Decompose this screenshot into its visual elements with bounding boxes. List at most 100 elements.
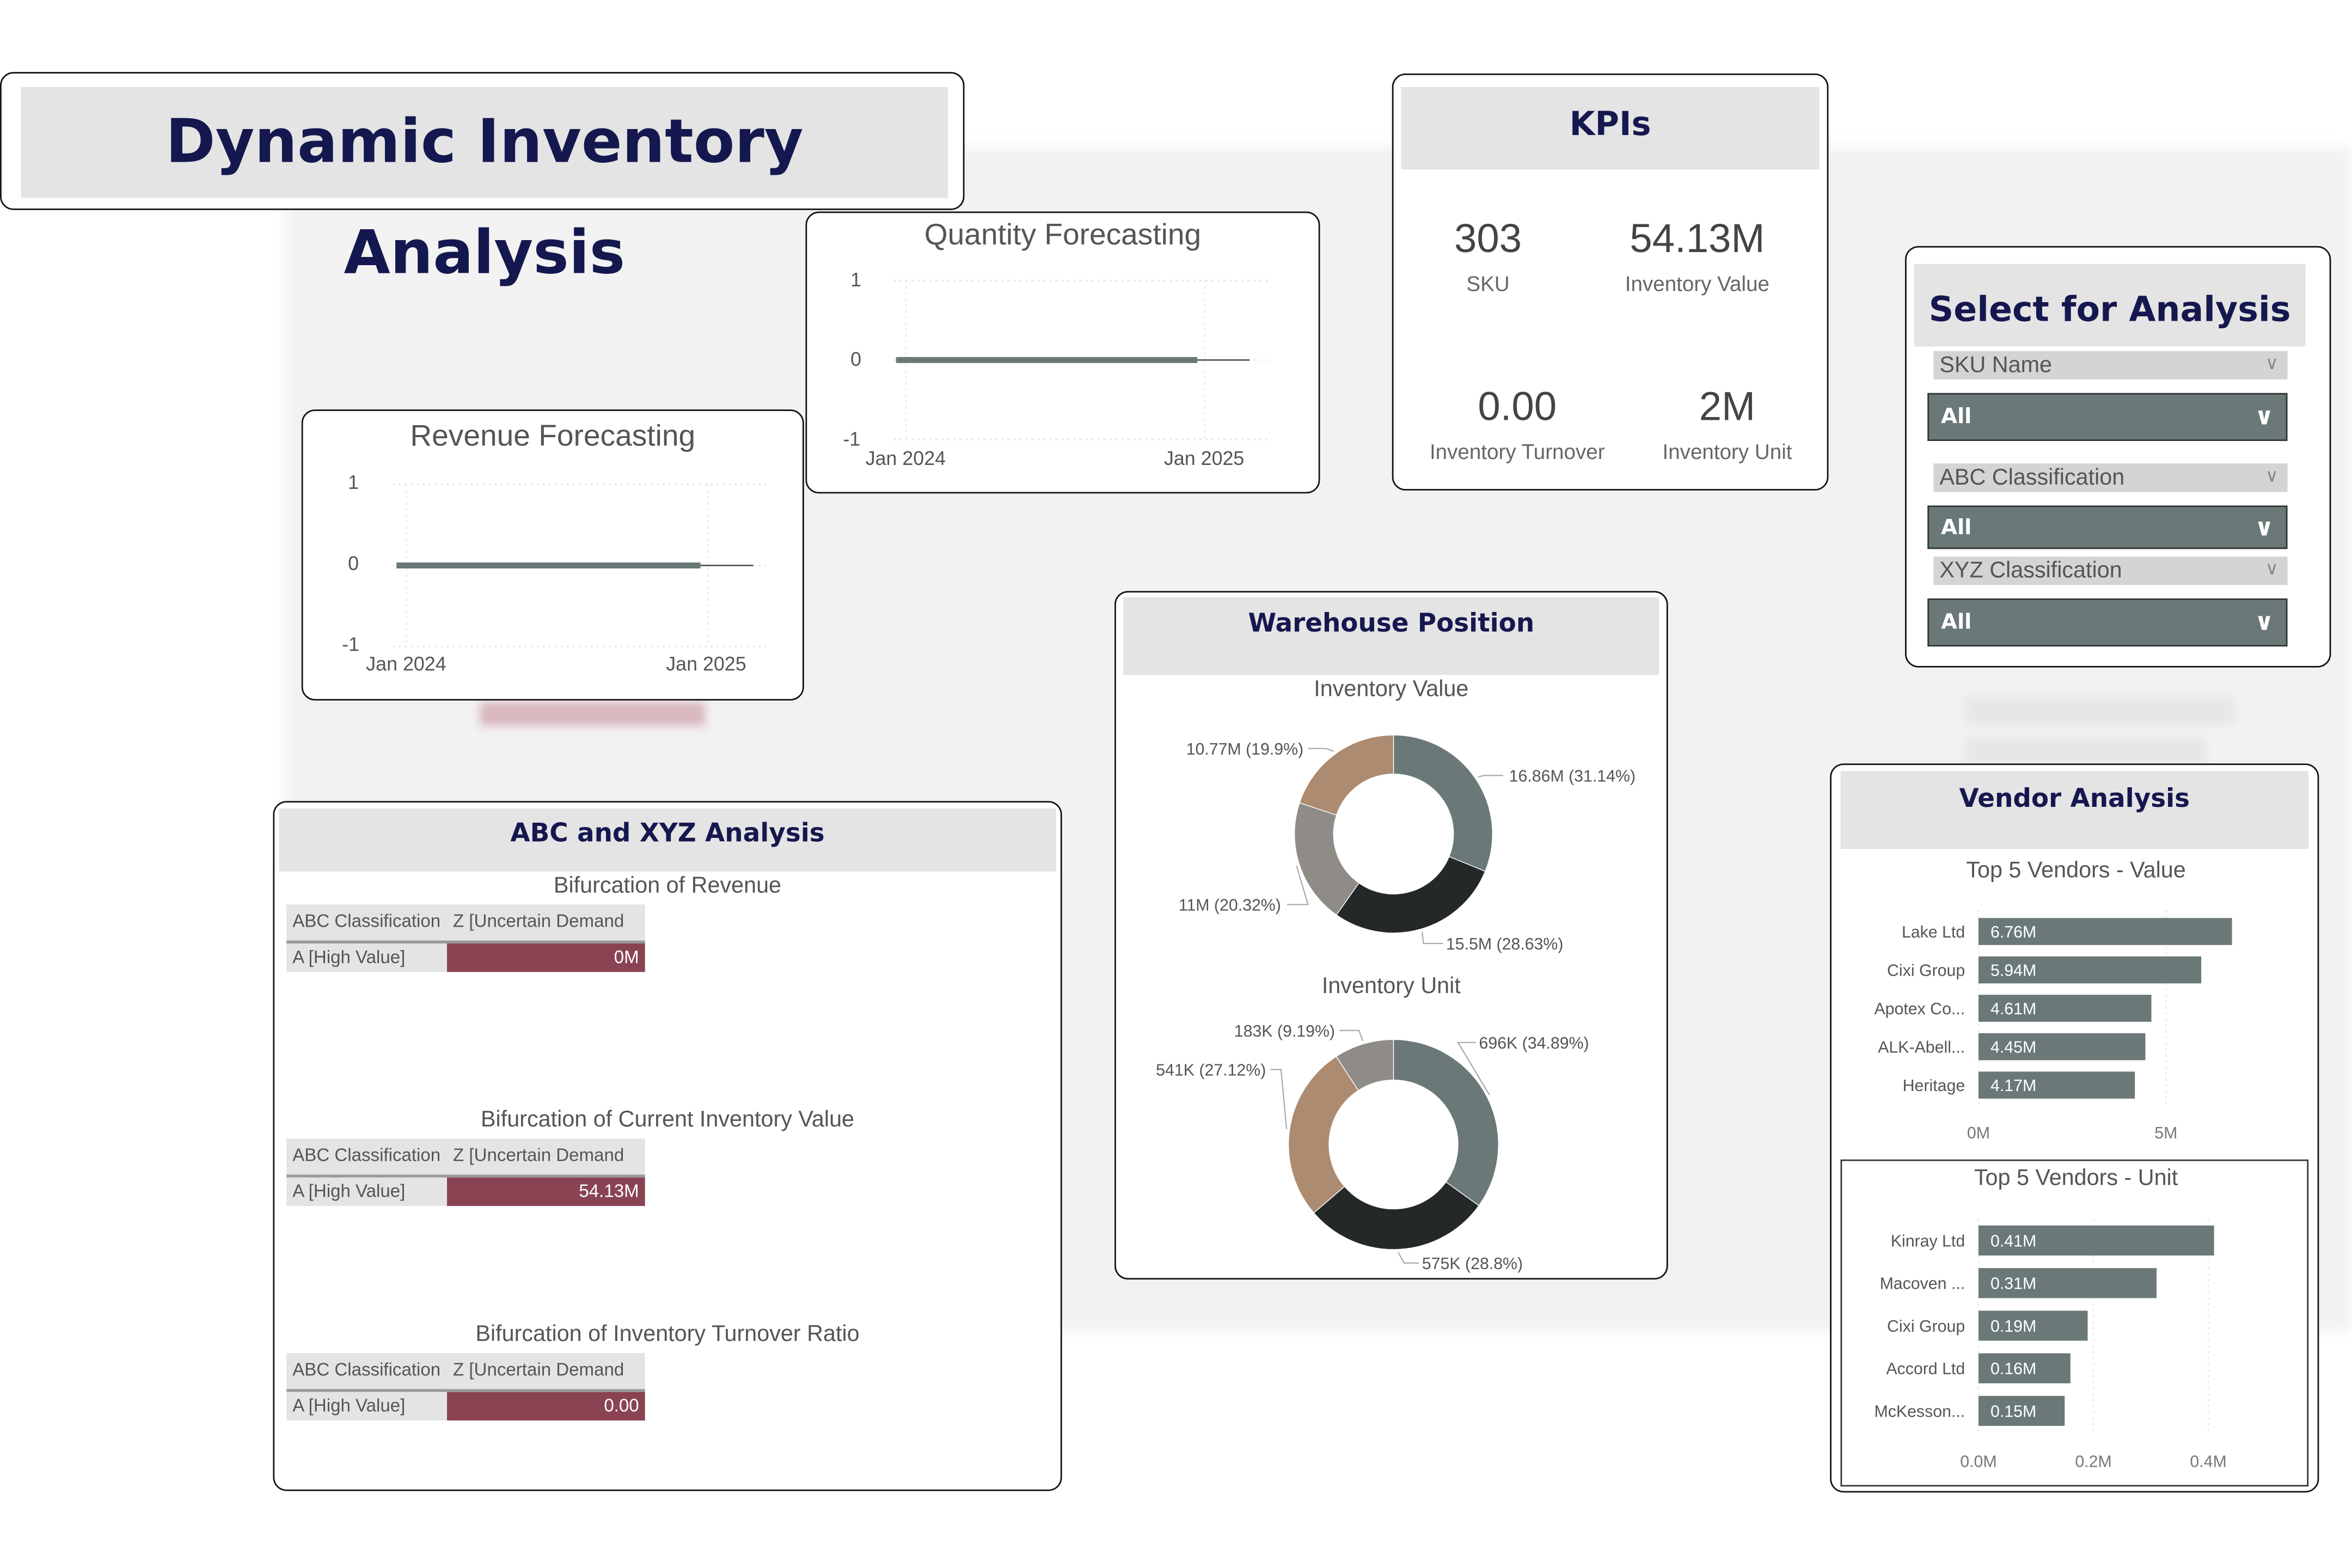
slicer-label: ABC Classification: [1939, 465, 2125, 491]
sku-name-dropdown[interactable]: All ∨: [1927, 393, 2288, 441]
kpi-label: Inventory Turnover: [1429, 439, 1605, 464]
slicer-label: XYZ Classification: [1939, 558, 2122, 584]
y-tick: 0: [348, 552, 359, 575]
bar: [1978, 1071, 2135, 1099]
leader-line: [1478, 775, 1503, 778]
title-card: Dynamic Inventory Analysis: [0, 72, 965, 288]
column-header[interactable]: Z [Uncertain Demand: [447, 1353, 645, 1389]
bar: [1978, 1268, 2157, 1298]
data-label: 11M (20.32%): [1179, 896, 1281, 914]
donut-slice: [1299, 734, 1394, 816]
kpi-label: Inventory Value: [1625, 271, 1769, 296]
select-title: Select for Analysis: [1914, 264, 2306, 347]
bar-label: 4.61M: [1990, 1000, 2036, 1018]
x-tick: 5M: [2154, 1124, 2177, 1142]
x-tick: Jan 2024: [366, 652, 446, 675]
vendor-name: Macoven ...: [1880, 1275, 1965, 1293]
vendor-analysis-card: Vendor Analysis Top 5 Vendors - Value 0M 5…: [1830, 763, 2319, 1493]
x-tick: 0.4M: [2190, 1453, 2226, 1471]
slicer-label: SKU Name: [1939, 352, 2053, 378]
column-header[interactable]: ABC Classification: [286, 1353, 448, 1389]
x-tick: 0.2M: [2075, 1453, 2111, 1471]
kpi-title: KPIs: [1401, 87, 1820, 170]
chart-title: Top 5 Vendors - Unit: [1974, 1165, 2178, 1190]
vendor-name: Accord Ltd: [1886, 1360, 1965, 1378]
leader-line: [1422, 932, 1443, 945]
inventory-value-matrix: ABC Classification Z [Uncertain Demand A …: [286, 1138, 645, 1206]
chart-title: Inventory Value: [1314, 676, 1469, 702]
chart-title: Inventory Unit: [1321, 973, 1461, 999]
data-label: 16.86M (31.14%): [1509, 767, 1636, 785]
kpi-value: 2M: [1699, 384, 1756, 429]
kpi-card: KPIs 303 SKU 54.13M Inventory Value 0.00…: [1392, 73, 1829, 491]
column-header[interactable]: ABC Classification: [286, 1138, 448, 1175]
matrix-cell: 0M: [447, 943, 645, 972]
vendor-bar-charts: Top 5 Vendors - Value 0M 5M Lake Ltd 6.76M Ci…: [1874, 857, 2232, 1471]
warehouse-donut-charts: 16.86M (31.14%) 15.5M (28.63%) 11M (20.32%…: [1156, 734, 1636, 1273]
kpi-value: 303: [1454, 216, 1522, 261]
xyz-classification-slicer-header[interactable]: XYZ Classification ∨: [1933, 556, 2288, 585]
bar: [1978, 956, 2202, 984]
chevron-down-icon: ∨: [2254, 513, 2274, 542]
abc-classification-dropdown[interactable]: All ∨: [1927, 505, 2288, 549]
warehouse-position-card: Warehouse Position Inventory Value Inven…: [1114, 591, 1668, 1280]
kpi-label: SKU: [1466, 271, 1510, 296]
blurred-bar: [1965, 697, 2235, 725]
vendor-name: Cixi Group: [1887, 1318, 1965, 1336]
matrix-cell: 0.00: [447, 1392, 645, 1421]
donut-slice: [1393, 734, 1493, 872]
xyz-classification-dropdown[interactable]: All ∨: [1927, 598, 2288, 647]
donut-slice: [1393, 1039, 1499, 1206]
data-label: 15.5M (28.63%): [1446, 935, 1564, 953]
column-header[interactable]: Z [Uncertain Demand: [447, 1138, 645, 1175]
vendor-name: ALK-Abell...: [1878, 1039, 1965, 1057]
column-header[interactable]: ABC Classification: [286, 904, 448, 941]
revenue-matrix: ABC Classification Z [Uncertain Demand A …: [286, 904, 645, 972]
chevron-down-icon: ∨: [2265, 352, 2278, 374]
row-header: A [High Value]: [286, 943, 448, 972]
x-tick: Jan 2025: [666, 652, 746, 675]
bar: [1978, 1395, 2065, 1426]
vendor-name: Apotex Co...: [1874, 1000, 1965, 1018]
quantity-line-chart: [894, 279, 1272, 440]
bar-label: 0.15M: [1990, 1402, 2036, 1420]
abc-classification-slicer-header[interactable]: ABC Classification ∨: [1933, 463, 2288, 492]
kpi-value: 0.00: [1478, 384, 1557, 429]
blurred-bar: [480, 702, 705, 726]
x-tick: 0M: [1967, 1124, 1990, 1142]
leader-line: [1308, 748, 1334, 752]
sku-name-slicer-header[interactable]: SKU Name ∨: [1933, 351, 2288, 380]
y-tick: -1: [342, 633, 360, 656]
chevron-down-icon: ∨: [2265, 465, 2278, 486]
bar-label: 4.45M: [1990, 1039, 2036, 1057]
donut-slice: [1313, 1181, 1480, 1250]
kpi-inventory-value: 54.13M Inventory Value: [1603, 216, 1791, 296]
kpi-sku: 303 SKU: [1420, 216, 1555, 296]
kpi-value: 54.13M: [1630, 216, 1765, 261]
unit-chart-frame: [1840, 1159, 2309, 1487]
x-tick: Jan 2024: [865, 447, 946, 470]
leader-line: [1398, 1252, 1419, 1264]
leader-line: [1339, 1030, 1364, 1042]
vendor-name: McKesson...: [1874, 1402, 1965, 1420]
table-title: Bifurcation of Revenue: [553, 873, 782, 899]
bar: [1978, 918, 2232, 945]
table-title: Bifurcation of Inventory Turnover Ratio: [475, 1321, 860, 1347]
vendor-name: Lake Ltd: [1902, 923, 1965, 941]
data-label: 183K (9.19%): [1234, 1022, 1335, 1040]
vendor-name: Cixi Group: [1887, 961, 1965, 979]
chevron-down-icon: ∨: [2254, 607, 2274, 636]
bar-label: 0.19M: [1990, 1318, 2036, 1336]
bar: [1978, 1310, 2088, 1341]
y-tick: -1: [843, 427, 861, 450]
donut-slice: [1336, 1039, 1394, 1091]
blurred-bar: [1965, 738, 2205, 765]
turnover-ratio-matrix: ABC Classification Z [Uncertain Demand A …: [286, 1353, 645, 1421]
column-header[interactable]: Z [Uncertain Demand: [447, 904, 645, 941]
y-tick: 0: [850, 348, 862, 371]
leader-line: [1287, 866, 1309, 905]
data-label: 10.77M (19.9%): [1186, 740, 1304, 758]
vendor-name: Heritage: [1903, 1077, 1965, 1095]
vendor-name: Kinray Ltd: [1891, 1232, 1965, 1250]
y-tick: 1: [850, 268, 862, 291]
